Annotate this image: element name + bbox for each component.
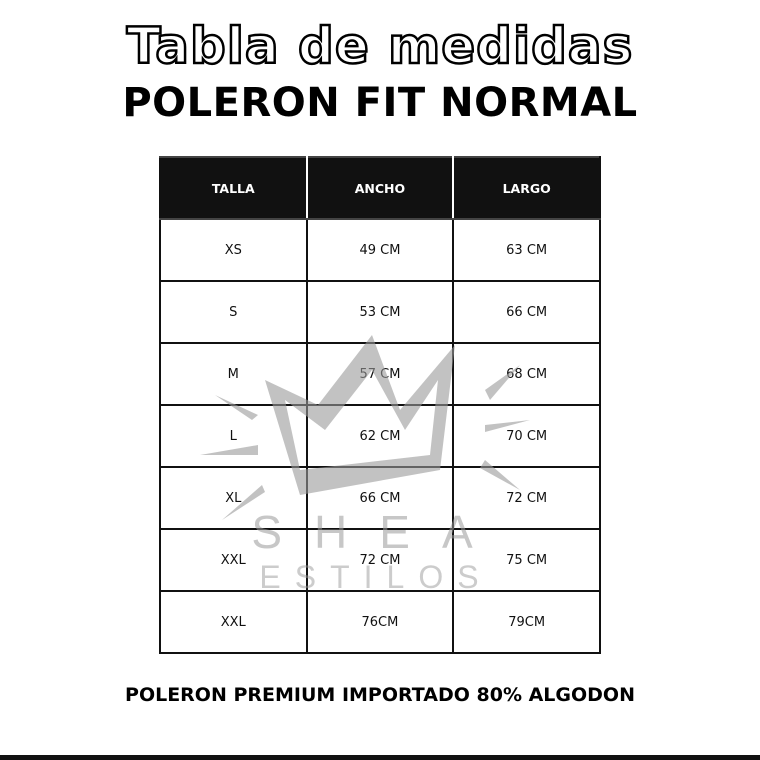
- cell-ancho: 72 CM: [305, 528, 455, 592]
- table-row: XXL 76CM 79CM: [159, 590, 601, 654]
- cell-talla: L: [159, 404, 308, 468]
- table-row: L 62 CM 70 CM: [159, 404, 601, 468]
- cell-largo: 66 CM: [452, 280, 601, 344]
- product-description: POLERON PREMIUM IMPORTADO 80% ALGODON: [125, 684, 635, 706]
- cell-talla: S: [159, 280, 308, 344]
- cell-talla: XS: [159, 218, 308, 282]
- page-subtitle: POLERON FIT NORMAL: [122, 80, 638, 126]
- table-row: S 53 CM 66 CM: [159, 280, 601, 344]
- cell-ancho: 49 CM: [305, 218, 455, 282]
- table-row: M 57 CM 68 CM: [159, 342, 601, 406]
- page-title: Tabla de medidas: [125, 16, 634, 77]
- table-row: XXL 72 CM 75 CM: [159, 528, 601, 592]
- cell-ancho: 53 CM: [305, 280, 455, 344]
- cell-ancho: 66 CM: [305, 466, 455, 530]
- column-header-talla: TALLA: [159, 156, 308, 220]
- cell-ancho: 57 CM: [305, 342, 455, 406]
- bottom-divider: [0, 755, 760, 760]
- column-header-largo: LARGO: [452, 156, 601, 220]
- cell-talla: M: [159, 342, 308, 406]
- cell-largo: 75 CM: [452, 528, 601, 592]
- cell-ancho: 62 CM: [305, 404, 455, 468]
- cell-talla: XXL: [159, 590, 308, 654]
- cell-largo: 63 CM: [452, 218, 601, 282]
- table-row: XL 66 CM 72 CM: [159, 466, 601, 530]
- table-header-row: TALLA ANCHO LARGO: [159, 156, 601, 220]
- cell-talla: XXL: [159, 528, 308, 592]
- cell-largo: 70 CM: [452, 404, 601, 468]
- cell-largo: 68 CM: [452, 342, 601, 406]
- size-table: TALLA ANCHO LARGO XS 49 CM 63 CM S 53 CM 66 C…: [159, 156, 601, 654]
- cell-talla: XL: [159, 466, 308, 530]
- cell-ancho: 76CM: [305, 590, 455, 654]
- cell-largo: 79CM: [452, 590, 601, 654]
- cell-largo: 72 CM: [452, 466, 601, 530]
- column-header-ancho: ANCHO: [305, 156, 455, 220]
- table-row: XS 49 CM 63 CM: [159, 218, 601, 282]
